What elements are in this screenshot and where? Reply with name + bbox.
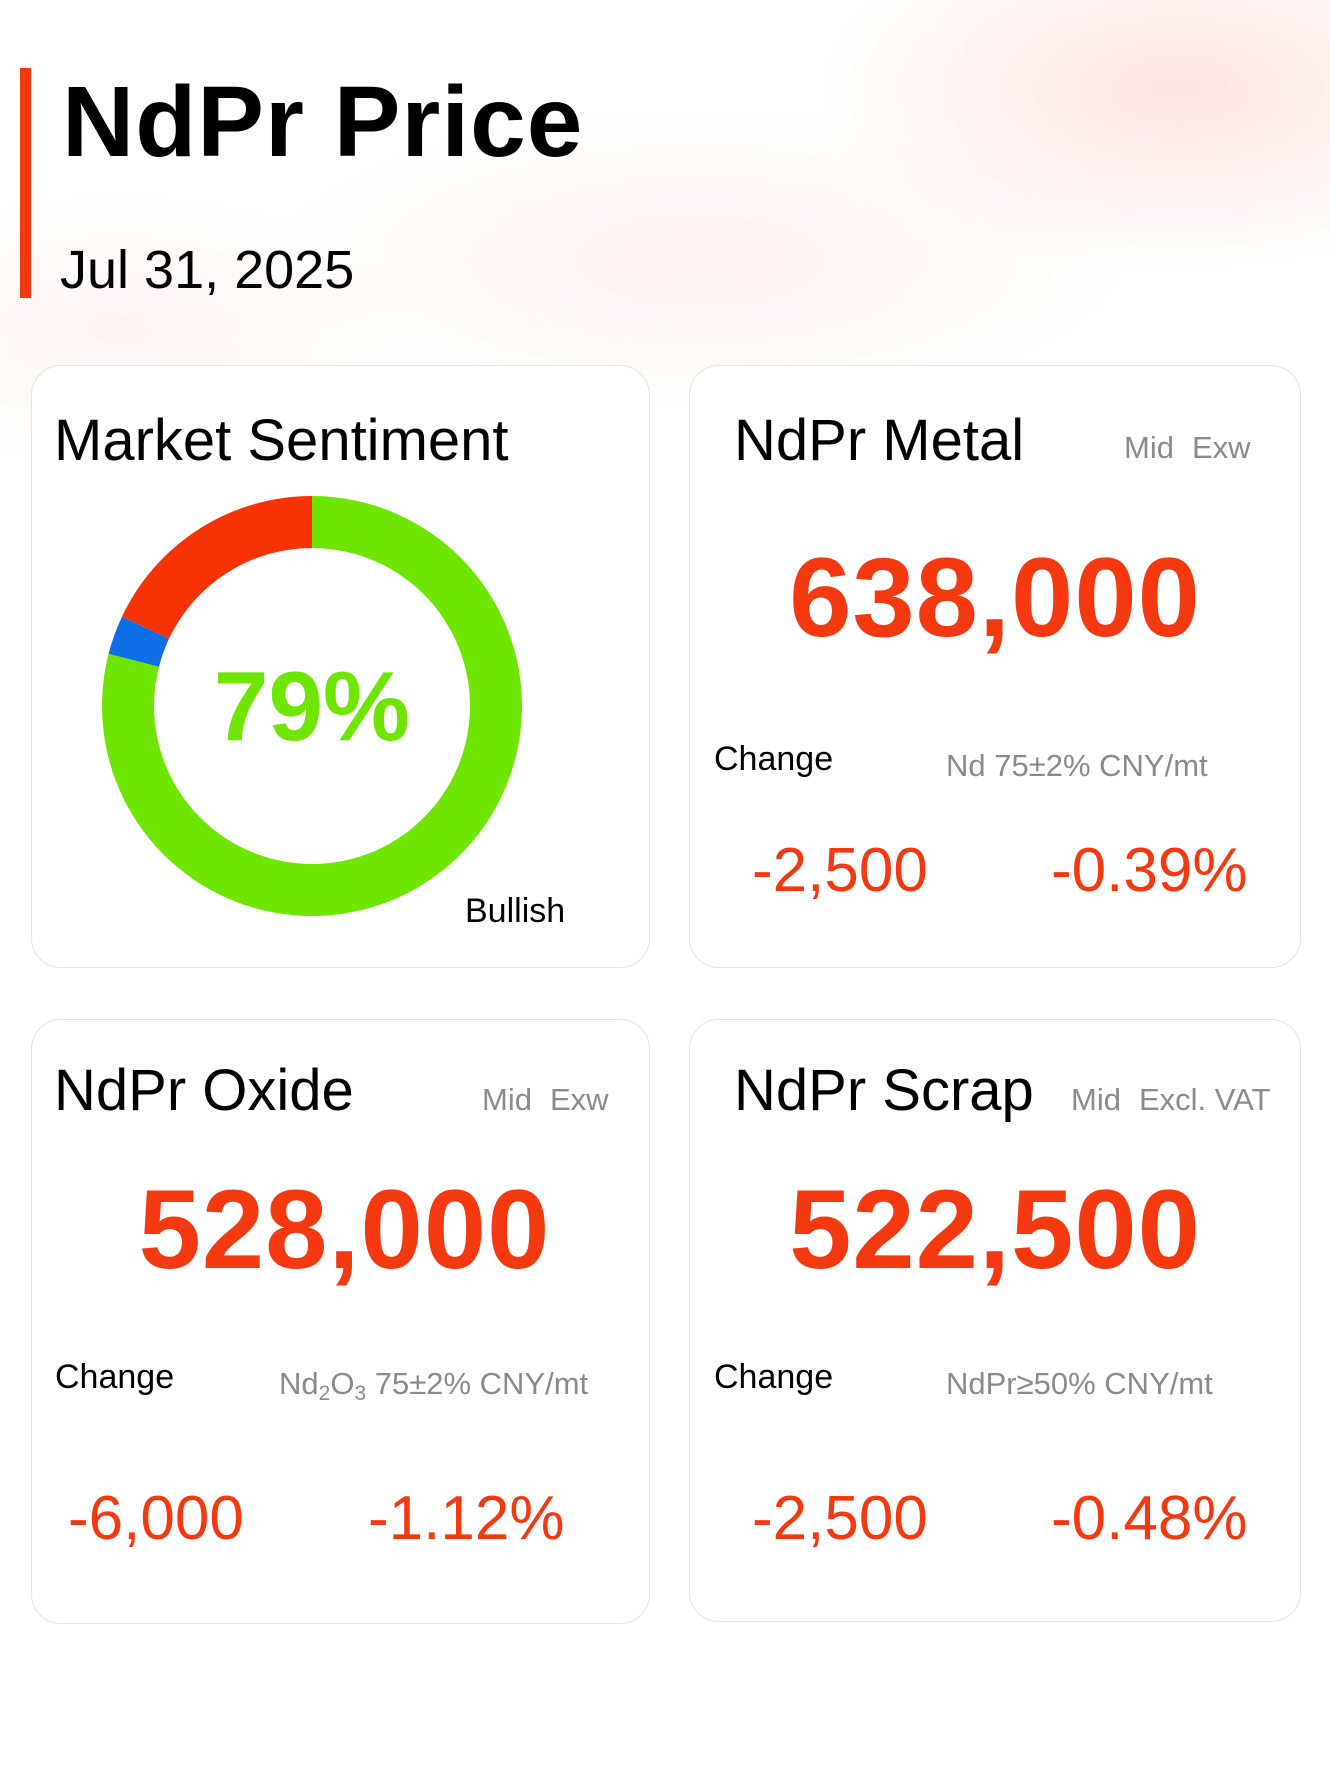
oxide-change-label: Change xyxy=(55,1358,175,1396)
title-accent-bar xyxy=(20,68,31,298)
sentiment-caption: Bullish xyxy=(465,892,566,930)
oxide-spec: Nd2O3 75±2% CNY/mt xyxy=(279,1368,588,1404)
sentiment-card: Market Sentiment 79% Bullish xyxy=(31,365,650,968)
sentiment-donut: 79% xyxy=(102,496,522,921)
metal-change-pct: -0.39% xyxy=(1051,836,1248,905)
oxide-spec-sub-2: 2 xyxy=(318,1382,331,1405)
oxide-card-title: NdPr Oxide xyxy=(54,1058,354,1123)
oxide-change-pct: -1.12% xyxy=(368,1484,565,1553)
scrap-change-label: Change xyxy=(714,1358,834,1396)
sentiment-percent: 79% xyxy=(213,650,411,761)
oxide-tag-exw: Exw xyxy=(549,1082,609,1117)
scrap-change-pct: -0.48% xyxy=(1051,1484,1248,1553)
page-title: NdPr Price xyxy=(62,66,584,178)
oxide-card: NdPr Oxide Mid Exw 528,000 Change Nd2O3 7… xyxy=(31,1019,650,1624)
page-date: Jul 31, 2025 xyxy=(60,240,355,300)
oxide-spec-o: O xyxy=(330,1366,355,1401)
oxide-price: 528,000 xyxy=(138,1167,551,1292)
oxide-tag-mid: Mid xyxy=(482,1082,532,1117)
metal-change-abs: -2,500 xyxy=(752,836,928,905)
metal-card-title: NdPr Metal xyxy=(734,408,1025,473)
donut-segment-bearish xyxy=(121,496,312,639)
sentiment-donut-svg xyxy=(102,496,522,916)
oxide-spec-sub-3: 3 xyxy=(354,1382,367,1405)
sentiment-card-title: Market Sentiment xyxy=(54,408,509,473)
metal-tag-exw: Exw xyxy=(1191,430,1251,465)
scrap-change-abs: -2,500 xyxy=(752,1484,928,1553)
metal-card: NdPr Metal Mid Exw 638,000 Change Nd 75±2… xyxy=(689,365,1301,968)
metal-spec: Nd 75±2% CNY/mt xyxy=(946,748,1208,783)
oxide-change-abs: -6,000 xyxy=(68,1484,244,1553)
metal-tag-mid: Mid xyxy=(1124,430,1174,465)
donut-segment-neutral xyxy=(108,616,170,667)
metal-tags: Mid Exw xyxy=(1124,432,1251,463)
scrap-card: NdPr Scrap Mid Excl. VAT 522,500 Change N… xyxy=(689,1019,1301,1622)
oxide-tags: Mid Exw xyxy=(482,1084,609,1115)
metal-change-label: Change xyxy=(714,740,834,778)
oxide-spec-rest: 75±2% CNY/mt xyxy=(366,1366,589,1401)
metal-price: 638,000 xyxy=(789,535,1201,660)
oxide-spec-nd: Nd xyxy=(279,1366,319,1401)
scrap-price: 522,500 xyxy=(789,1167,1201,1292)
scrap-spec: NdPr≥50% CNY/mt xyxy=(946,1366,1213,1401)
scrap-card-title: NdPr Scrap xyxy=(734,1058,1034,1123)
scrap-tag-excl-vat: Excl. VAT xyxy=(1138,1082,1271,1117)
scrap-tags: Mid Excl. VAT xyxy=(1071,1084,1270,1115)
scrap-tag-mid: Mid xyxy=(1071,1082,1121,1117)
